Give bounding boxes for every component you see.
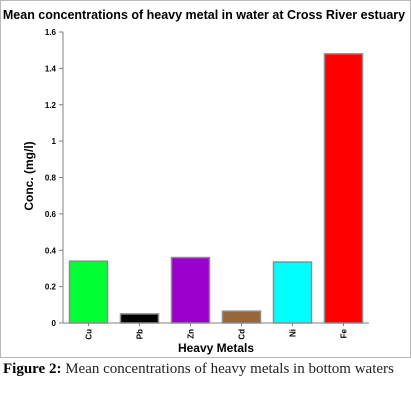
bar-fe [323, 53, 364, 324]
y-tick-label: 1.4 [45, 64, 57, 73]
x-tick-label-fe: Fe [340, 328, 349, 338]
x-tick-label-cu: Cu [85, 329, 94, 340]
bar-chart: Mean concentrations of heavy metal in wa… [3, 8, 405, 355]
x-tick-label-cd: Cd [238, 329, 247, 340]
bar-cu [68, 260, 109, 324]
x-tick-label-group: Cu Pb Zn Cd Ni Fe [85, 323, 349, 340]
chart-frame: Mean concentrations of heavy metal in wa… [0, 0, 411, 358]
y-tick-label: 0 [52, 319, 57, 328]
y-tick-label: 1 [52, 137, 57, 146]
y-tick-label: 1.6 [45, 28, 57, 37]
x-axis-title: Heavy Metals [178, 341, 254, 355]
y-tick-label: 0.4 [45, 246, 57, 255]
caption-label: Figure 2: [3, 361, 62, 377]
bar-ni [272, 261, 313, 324]
y-axis-title: Conc. (mg/l) [22, 141, 36, 210]
y-tick-label: 0.2 [45, 283, 57, 292]
x-tick-label-pb: Pb [136, 329, 145, 339]
x-tick-label-ni: Ni [289, 329, 298, 337]
y-tick-label: 0.6 [45, 210, 57, 219]
bar-cd [221, 310, 262, 324]
bar-group [68, 53, 364, 324]
y-tick-label: 1.2 [45, 101, 57, 110]
chart-title: Mean concentrations of heavy metal in wa… [3, 8, 405, 22]
x-tick-label-zn: Zn [187, 329, 196, 339]
y-tick-label: 0.8 [45, 174, 57, 183]
figure-caption: Figure 2: Mean concentrations of heavy m… [3, 360, 407, 379]
y-tick-group: 0 0.2 0.4 0.6 0.8 1 1.2 1.4 1.6 [45, 28, 63, 328]
bar-zn [170, 256, 211, 324]
caption-text: Mean concentrations of heavy metals in b… [61, 361, 394, 377]
bar-pb [119, 313, 160, 324]
